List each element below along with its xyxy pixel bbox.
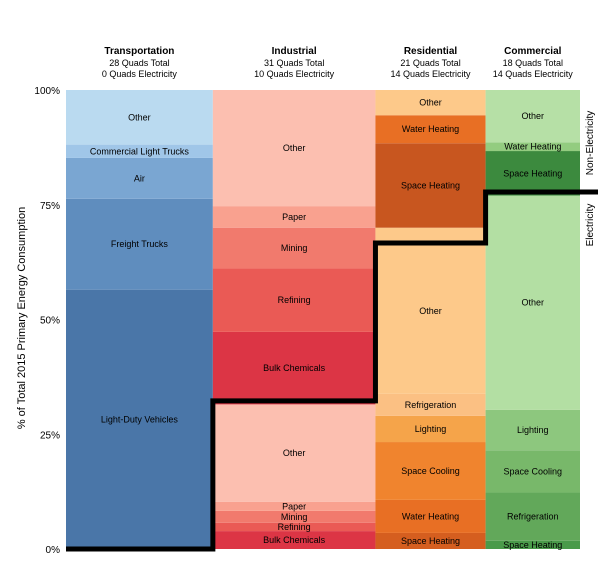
segment-bar	[375, 393, 486, 416]
segment-bar	[212, 404, 376, 502]
electricity-divider-line	[66, 189, 598, 552]
segment-label: Other	[283, 448, 306, 458]
segment-bar	[212, 501, 376, 511]
segment-bar	[485, 151, 580, 196]
column-header-name: Residential	[404, 46, 458, 57]
y-axis-title: % of Total 2015 Primary Energy Consumpti…	[16, 207, 28, 429]
segment-label: Bulk Chemicals	[263, 363, 326, 373]
y-tick-label: 100%	[34, 86, 60, 97]
y-tick-label: 0%	[46, 545, 61, 556]
non-electricity-label: Non-Electricity	[585, 111, 596, 175]
segment-bar	[375, 143, 486, 228]
segment-label: Freight Trucks	[111, 239, 169, 249]
segment-label: Other	[128, 112, 151, 122]
segment-label: Space Heating	[401, 536, 460, 546]
column-header-name: Commercial	[504, 46, 561, 57]
segment-label: Lighting	[415, 424, 447, 434]
segment-label: Paper	[282, 501, 306, 511]
segment-bar	[66, 90, 213, 145]
segment-bar	[66, 198, 213, 290]
segment-label: Other	[419, 306, 442, 316]
segment-bar	[485, 195, 580, 410]
segments	[66, 90, 580, 549]
segment-label: Space Heating	[401, 180, 460, 190]
segment-bar	[212, 331, 376, 405]
column-header-name: Transportation	[104, 46, 174, 57]
segment-label: Refining	[278, 295, 311, 305]
y-axis: 0% 25% 50% 75% 100%	[34, 86, 60, 556]
segment-bar	[66, 289, 213, 549]
segment-bar	[375, 532, 486, 549]
column-header-total: 18 Quads Total	[503, 58, 563, 68]
y-tick-label: 25%	[40, 430, 60, 441]
column-header-name: Industrial	[272, 46, 317, 57]
segment-bar	[485, 142, 580, 152]
segment-bar	[212, 206, 376, 228]
segment-bar	[375, 442, 486, 500]
segment-label: Other	[419, 98, 442, 108]
segment-label: Refining	[278, 522, 311, 532]
segment-label: Water Heating	[402, 124, 459, 134]
segment-label: Lighting	[517, 425, 549, 435]
segment-bar	[212, 268, 376, 332]
segment-label: Commercial Light Trucks	[90, 146, 190, 156]
electricity-label: Electricity	[585, 204, 596, 247]
column-header-total: 28 Quads Total	[109, 58, 169, 68]
column-header-total: 21 Quads Total	[400, 58, 460, 68]
segment-bar	[66, 144, 213, 158]
segment-label: Light-Duty Vehicles	[101, 414, 179, 424]
segment-label: Space Cooling	[504, 466, 563, 476]
column-header-electricity: 10 Quads Electricity	[254, 69, 335, 79]
segment-label: Mining	[281, 243, 308, 253]
segment-bar	[485, 492, 580, 541]
column-header-electricity: 0 Quads Electricity	[102, 69, 178, 79]
segment-bar	[212, 522, 376, 532]
segment-label: Space Heating	[503, 168, 562, 178]
segment-label: Water Heating	[504, 142, 561, 152]
segment-bar	[485, 90, 580, 143]
segment-bar	[375, 227, 486, 394]
segment-label: Paper	[282, 212, 306, 222]
segment-bar	[375, 499, 486, 533]
segment-bar	[485, 450, 580, 493]
segment-label: Bulk Chemicals	[263, 535, 326, 545]
segment-label: Other	[522, 111, 545, 121]
segment-label: Mining	[281, 512, 308, 522]
segment-labels: Light-Duty Vehicles Freight Trucks Air Comm…	[90, 98, 562, 550]
segment-label: Air	[134, 173, 145, 183]
column-header-electricity: 14 Quads Electricity	[390, 69, 471, 79]
segment-label: Other	[283, 143, 306, 153]
segment-bar	[212, 510, 376, 523]
segment-label: Other	[522, 298, 545, 308]
segment-label: Refrigeration	[405, 400, 457, 410]
segment-bar	[485, 540, 580, 549]
y-tick-label: 75%	[40, 201, 60, 212]
segment-bar	[375, 115, 486, 144]
segment-bar	[212, 531, 376, 549]
segment-bar	[375, 90, 486, 116]
y-tick-label: 50%	[40, 316, 60, 327]
segment-label: Refrigeration	[507, 512, 559, 522]
column-header-total: 31 Quads Total	[264, 58, 324, 68]
segment-bar	[66, 157, 213, 199]
segment-bar	[375, 415, 486, 443]
segment-label: Space Heating	[503, 540, 562, 550]
segment-label: Water Heating	[402, 511, 459, 521]
segment-label: Space Cooling	[401, 466, 460, 476]
column-header-electricity: 14 Quads Electricity	[493, 69, 574, 79]
segment-bar	[212, 227, 376, 269]
segment-bar	[485, 409, 580, 451]
segment-bar	[212, 90, 376, 207]
